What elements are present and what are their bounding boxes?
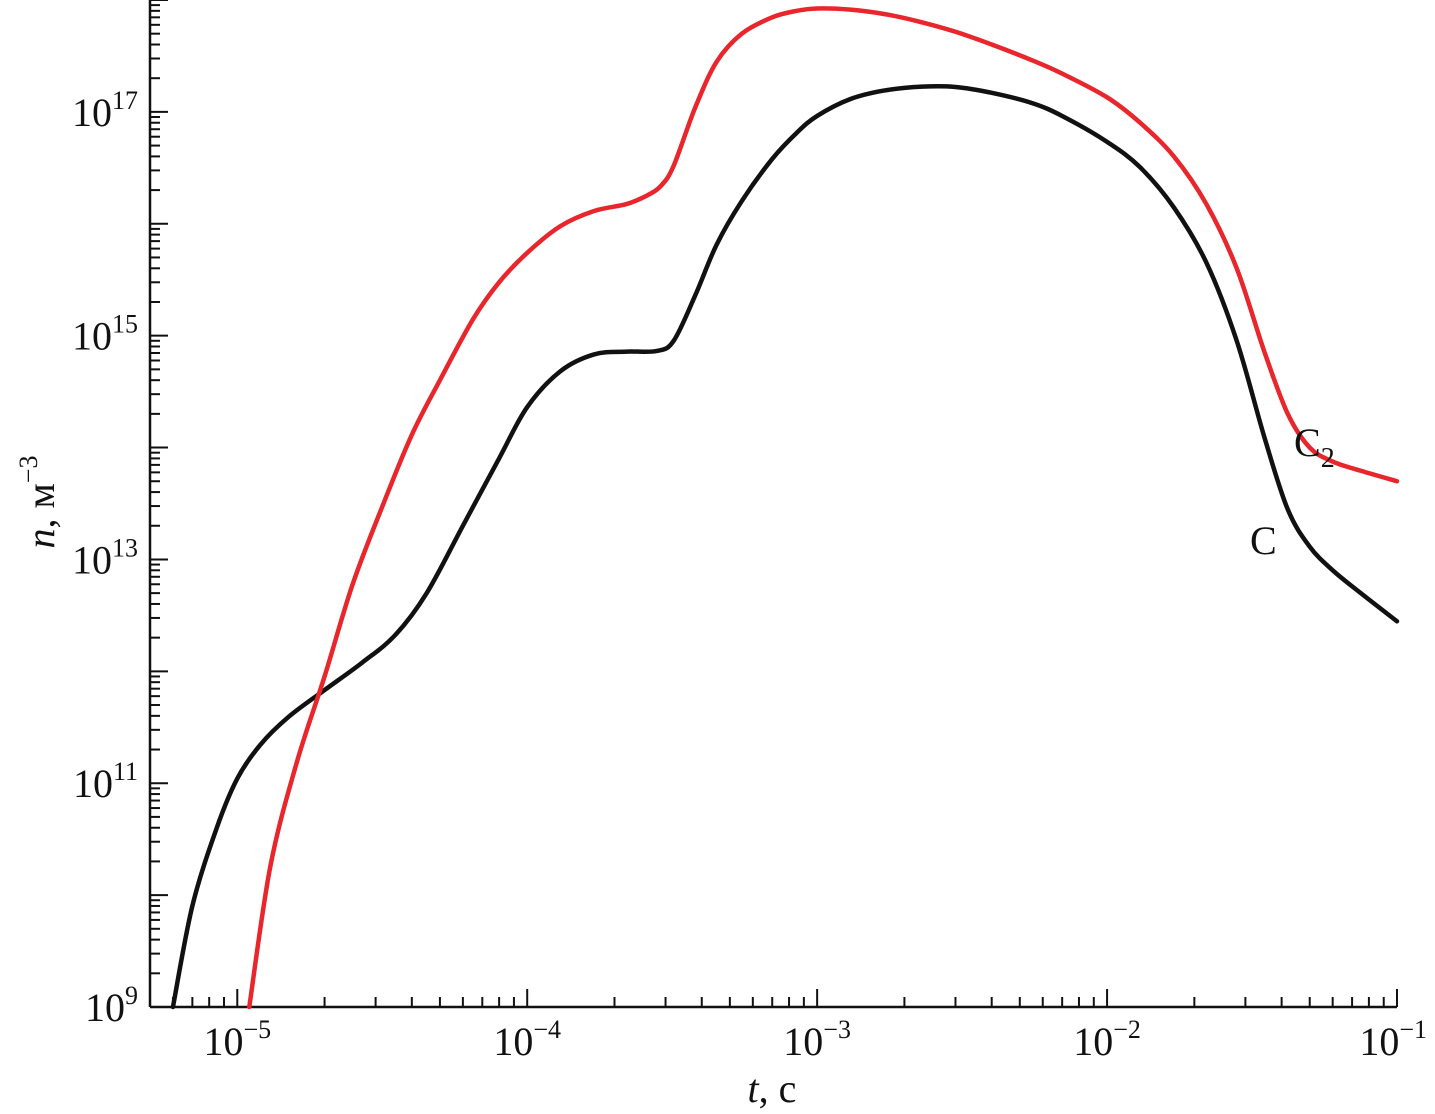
minor-ticks	[149, 0, 1398, 1008]
y-tick-exp: 11	[113, 757, 138, 786]
y-axis-unit: , м	[18, 483, 63, 528]
series-label-c2-sub: 2	[1321, 443, 1335, 474]
y-tick-base: 10	[73, 761, 113, 806]
y-tick-label: 109	[85, 981, 138, 1030]
x-axis-unit: , с	[759, 1066, 797, 1111]
y-tick-exp: 9	[125, 981, 138, 1010]
y-tick-label: 1011	[73, 757, 138, 806]
series-label-c2-main: C	[1294, 420, 1321, 465]
x-tick-base: 10	[1073, 1019, 1113, 1064]
x-tick-label: 10−1	[1359, 1015, 1427, 1064]
x-tick-exp: −1	[1399, 1015, 1427, 1044]
y-tick-base: 10	[72, 537, 112, 582]
y-tick-exp: 17	[112, 86, 138, 115]
x-tick-base: 10	[1359, 1019, 1399, 1064]
y-tick-base: 10	[72, 314, 112, 359]
x-tick-exp: −2	[1113, 1015, 1141, 1044]
series-label-c: C	[1250, 518, 1277, 563]
y-axis-title: n, м−3	[14, 456, 63, 549]
x-tick-exp: −4	[533, 1015, 561, 1044]
x-tick-base: 10	[203, 1019, 243, 1064]
x-tick-exp: −3	[823, 1015, 851, 1044]
y-tick-base: 10	[72, 90, 112, 135]
x-tick-label: 10−5	[203, 1015, 271, 1064]
y-axis-unit-exp: −3	[14, 456, 43, 484]
y-axis-variable: n	[18, 528, 63, 548]
series-line-c2	[247, 6, 1400, 1010]
x-tick-labels: 10−5 10−4 10−3 10−2 10−1	[203, 1015, 1427, 1064]
x-tick-exp: −5	[243, 1015, 271, 1044]
series-layer	[170, 6, 1400, 1010]
y-tick-exp: 13	[112, 533, 138, 562]
x-tick-base: 10	[783, 1019, 823, 1064]
series-label-c2: C2	[1294, 420, 1335, 474]
y-tick-labels: 109 1011 1013 1015 1017	[72, 86, 138, 1030]
y-tick-label: 1015	[72, 310, 138, 359]
y-tick-label: 1013	[72, 533, 138, 582]
plot-area	[148, 0, 1400, 1010]
x-tick-label: 10−3	[783, 1015, 851, 1064]
x-tick-label: 10−4	[493, 1015, 561, 1064]
x-tick-base: 10	[493, 1019, 533, 1064]
x-axis-variable: t	[748, 1066, 760, 1111]
x-axis-title: t, с	[748, 1066, 797, 1111]
series-line-c	[170, 83, 1400, 1010]
y-tick-exp: 15	[112, 310, 138, 339]
y-tick-label: 1017	[72, 86, 138, 135]
y-tick-base: 10	[85, 985, 125, 1030]
x-tick-label: 10−2	[1073, 1015, 1141, 1064]
